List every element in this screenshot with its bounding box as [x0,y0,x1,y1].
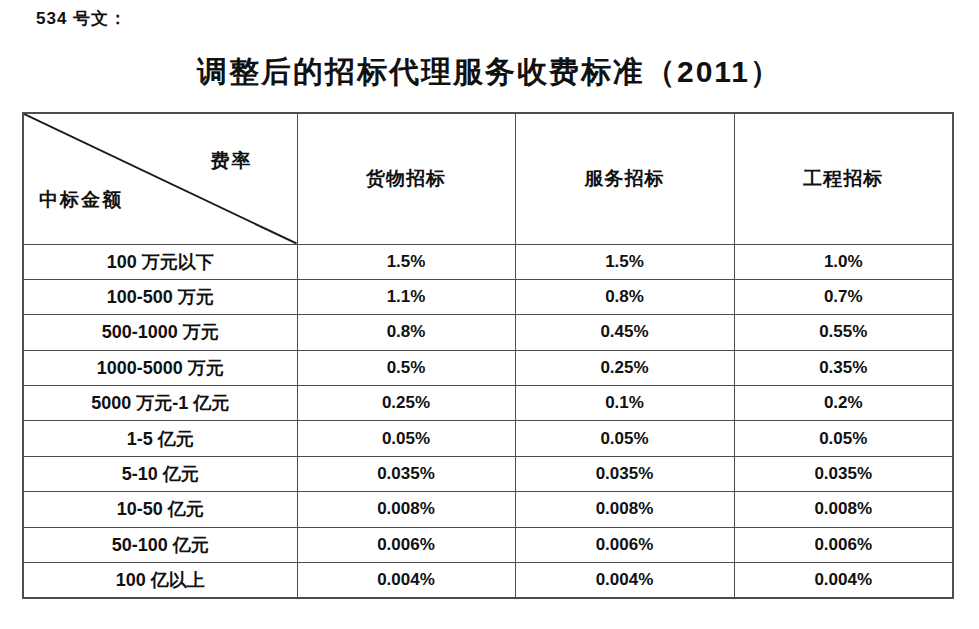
corner-rate-label: 费率 [211,148,253,174]
rate-value-cell: 1.5% [515,244,734,279]
row-label-cell: 100-500 万元 [23,279,297,314]
row-label-cell: 100 万元以下 [23,244,297,279]
rate-value-cell: 0.004% [297,563,515,598]
fee-standard-table: 费率 中标金额 货物招标 服务招标 工程招标 100 万元以下 1.5% 1.5… [22,112,954,599]
rate-value-cell: 0.05% [734,421,953,456]
rate-value-cell: 0.035% [734,456,953,491]
row-label-cell: 1-5 亿元 [23,421,297,456]
rate-value-cell: 0.008% [734,492,953,527]
table-row: 100 万元以下 1.5% 1.5% 1.0% [23,244,953,279]
rate-value-cell: 0.25% [297,386,515,421]
diagonal-line [24,114,297,244]
column-header-service: 服务招标 [515,113,734,244]
rate-value-cell: 0.05% [297,421,515,456]
table-row: 100 亿以上 0.004% 0.004% 0.004% [23,563,953,598]
row-label-cell: 1000-5000 万元 [23,350,297,385]
rate-value-cell: 0.006% [515,527,734,562]
rate-value-cell: 0.25% [515,350,734,385]
rate-value-cell: 0.05% [515,421,734,456]
table-row: 5000 万元-1 亿元 0.25% 0.1% 0.2% [23,386,953,421]
row-label-cell: 5000 万元-1 亿元 [23,386,297,421]
table-row: 5-10 亿元 0.035% 0.035% 0.035% [23,456,953,491]
rate-value-cell: 1.0% [734,244,953,279]
rate-value-cell: 0.1% [515,386,734,421]
table-row: 100-500 万元 1.1% 0.8% 0.7% [23,279,953,314]
rate-value-cell: 0.008% [297,492,515,527]
rate-value-cell: 0.8% [515,279,734,314]
rate-value-cell: 0.035% [515,456,734,491]
table-header-row: 费率 中标金额 货物招标 服务招标 工程招标 [23,113,953,244]
rate-value-cell: 0.035% [297,456,515,491]
row-label-cell: 5-10 亿元 [23,456,297,491]
table-row: 1-5 亿元 0.05% 0.05% 0.05% [23,421,953,456]
corner-amount-label: 中标金额 [39,187,123,213]
row-label-cell: 50-100 亿元 [23,527,297,562]
document-page: { "doc_label": "534 号文：", "title": "调整后的… [0,0,979,629]
rate-value-cell: 0.8% [297,315,515,350]
rate-value-cell: 0.008% [515,492,734,527]
rate-value-cell: 0.5% [297,350,515,385]
rate-value-cell: 0.004% [515,563,734,598]
rate-value-cell: 1.5% [297,244,515,279]
row-label-cell: 100 亿以上 [23,563,297,598]
rate-value-cell: 0.004% [734,563,953,598]
corner-cell: 费率 中标金额 [23,113,297,244]
rate-value-cell: 1.1% [297,279,515,314]
row-label-cell: 10-50 亿元 [23,492,297,527]
rate-value-cell: 0.7% [734,279,953,314]
table-row: 1000-5000 万元 0.5% 0.25% 0.35% [23,350,953,385]
table-row: 50-100 亿元 0.006% 0.006% 0.006% [23,527,953,562]
row-label-cell: 500-1000 万元 [23,315,297,350]
table-row: 500-1000 万元 0.8% 0.45% 0.55% [23,315,953,350]
rate-value-cell: 0.006% [297,527,515,562]
rate-value-cell: 0.35% [734,350,953,385]
column-header-goods: 货物招标 [297,113,515,244]
rate-value-cell: 0.55% [734,315,953,350]
rate-value-cell: 0.006% [734,527,953,562]
doc-number-label: 534 号文： [36,7,127,30]
page-title: 调整后的招标代理服务收费标准（2011） [0,52,979,93]
rate-value-cell: 0.2% [734,386,953,421]
table-row: 10-50 亿元 0.008% 0.008% 0.008% [23,492,953,527]
rate-value-cell: 0.45% [515,315,734,350]
column-header-engineering: 工程招标 [734,113,953,244]
